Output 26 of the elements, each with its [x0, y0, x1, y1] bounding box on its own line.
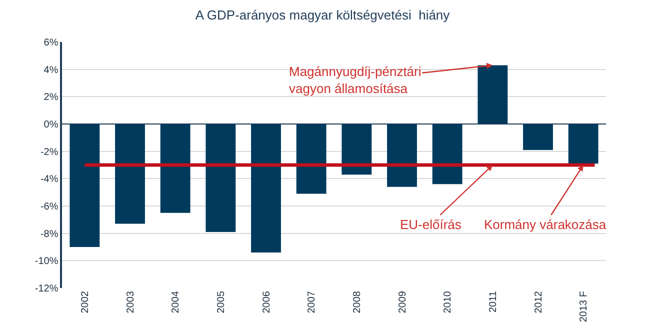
y-tick-label: -10% [34, 256, 58, 268]
y-tick-label: 4% [44, 64, 58, 76]
y-tick-label: 0% [44, 120, 58, 130]
x-tick-label: 2006 [261, 290, 272, 314]
x-tick-label: 2002 [80, 290, 91, 314]
y-tick-label: 2% [44, 92, 58, 104]
x-tick-label: 2005 [216, 290, 227, 314]
y-tick-label: -8% [40, 228, 58, 240]
y-tick-label: -6% [40, 202, 58, 212]
annotation: EU-előírás [400, 217, 462, 232]
x-tick-label: 2004 [170, 290, 182, 314]
y-tick-label: -4% [40, 174, 58, 186]
x-tick-label: 2011 [488, 290, 499, 313]
chart-title: A GDP-arányos magyar költségvetési hiány [195, 8, 450, 23]
y-tick-label: -2% [40, 146, 58, 158]
annotation: Magánnyugdíj-pénztári vagyon államosítása [289, 64, 422, 96]
annotation: Kormány várakozása [484, 217, 607, 232]
x-tick-label: 2008 [352, 290, 363, 314]
x-tick-label: 2012 [533, 290, 544, 314]
x-tick-label: 2003 [125, 290, 136, 314]
x-tick-label: 2010 [442, 290, 454, 314]
x-tick-label: 2013 F [578, 291, 590, 322]
x-tick-label: 2009 [397, 290, 408, 314]
y-tick-label: -12% [34, 284, 58, 294]
y-tick-label: 6% [44, 38, 58, 48]
x-tick-label: 2007 [306, 290, 318, 314]
